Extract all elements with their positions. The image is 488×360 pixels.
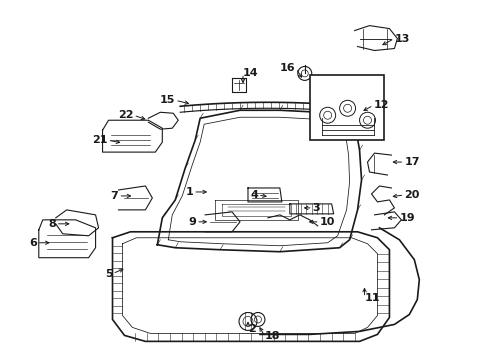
Text: 9: 9 — [188, 217, 196, 227]
Text: 21: 21 — [92, 135, 107, 145]
Text: 16: 16 — [280, 63, 295, 73]
Text: 4: 4 — [249, 190, 258, 200]
Text: 15: 15 — [160, 95, 175, 105]
Text: 17: 17 — [404, 157, 419, 167]
Text: 3: 3 — [312, 203, 320, 213]
Text: 10: 10 — [319, 217, 334, 227]
Text: 20: 20 — [404, 190, 419, 200]
Text: 12: 12 — [373, 100, 388, 110]
Text: 7: 7 — [110, 191, 118, 201]
Text: 22: 22 — [118, 110, 133, 120]
Text: 14: 14 — [243, 68, 258, 78]
Text: 2: 2 — [247, 324, 255, 334]
Text: 11: 11 — [364, 293, 379, 302]
Text: 18: 18 — [264, 332, 280, 341]
Text: 1: 1 — [185, 187, 193, 197]
Text: 13: 13 — [394, 33, 409, 44]
Text: 8: 8 — [48, 219, 56, 229]
Bar — [309, 75, 384, 140]
Text: 6: 6 — [29, 238, 37, 248]
Text: 19: 19 — [399, 213, 414, 223]
Text: 5: 5 — [104, 269, 112, 279]
